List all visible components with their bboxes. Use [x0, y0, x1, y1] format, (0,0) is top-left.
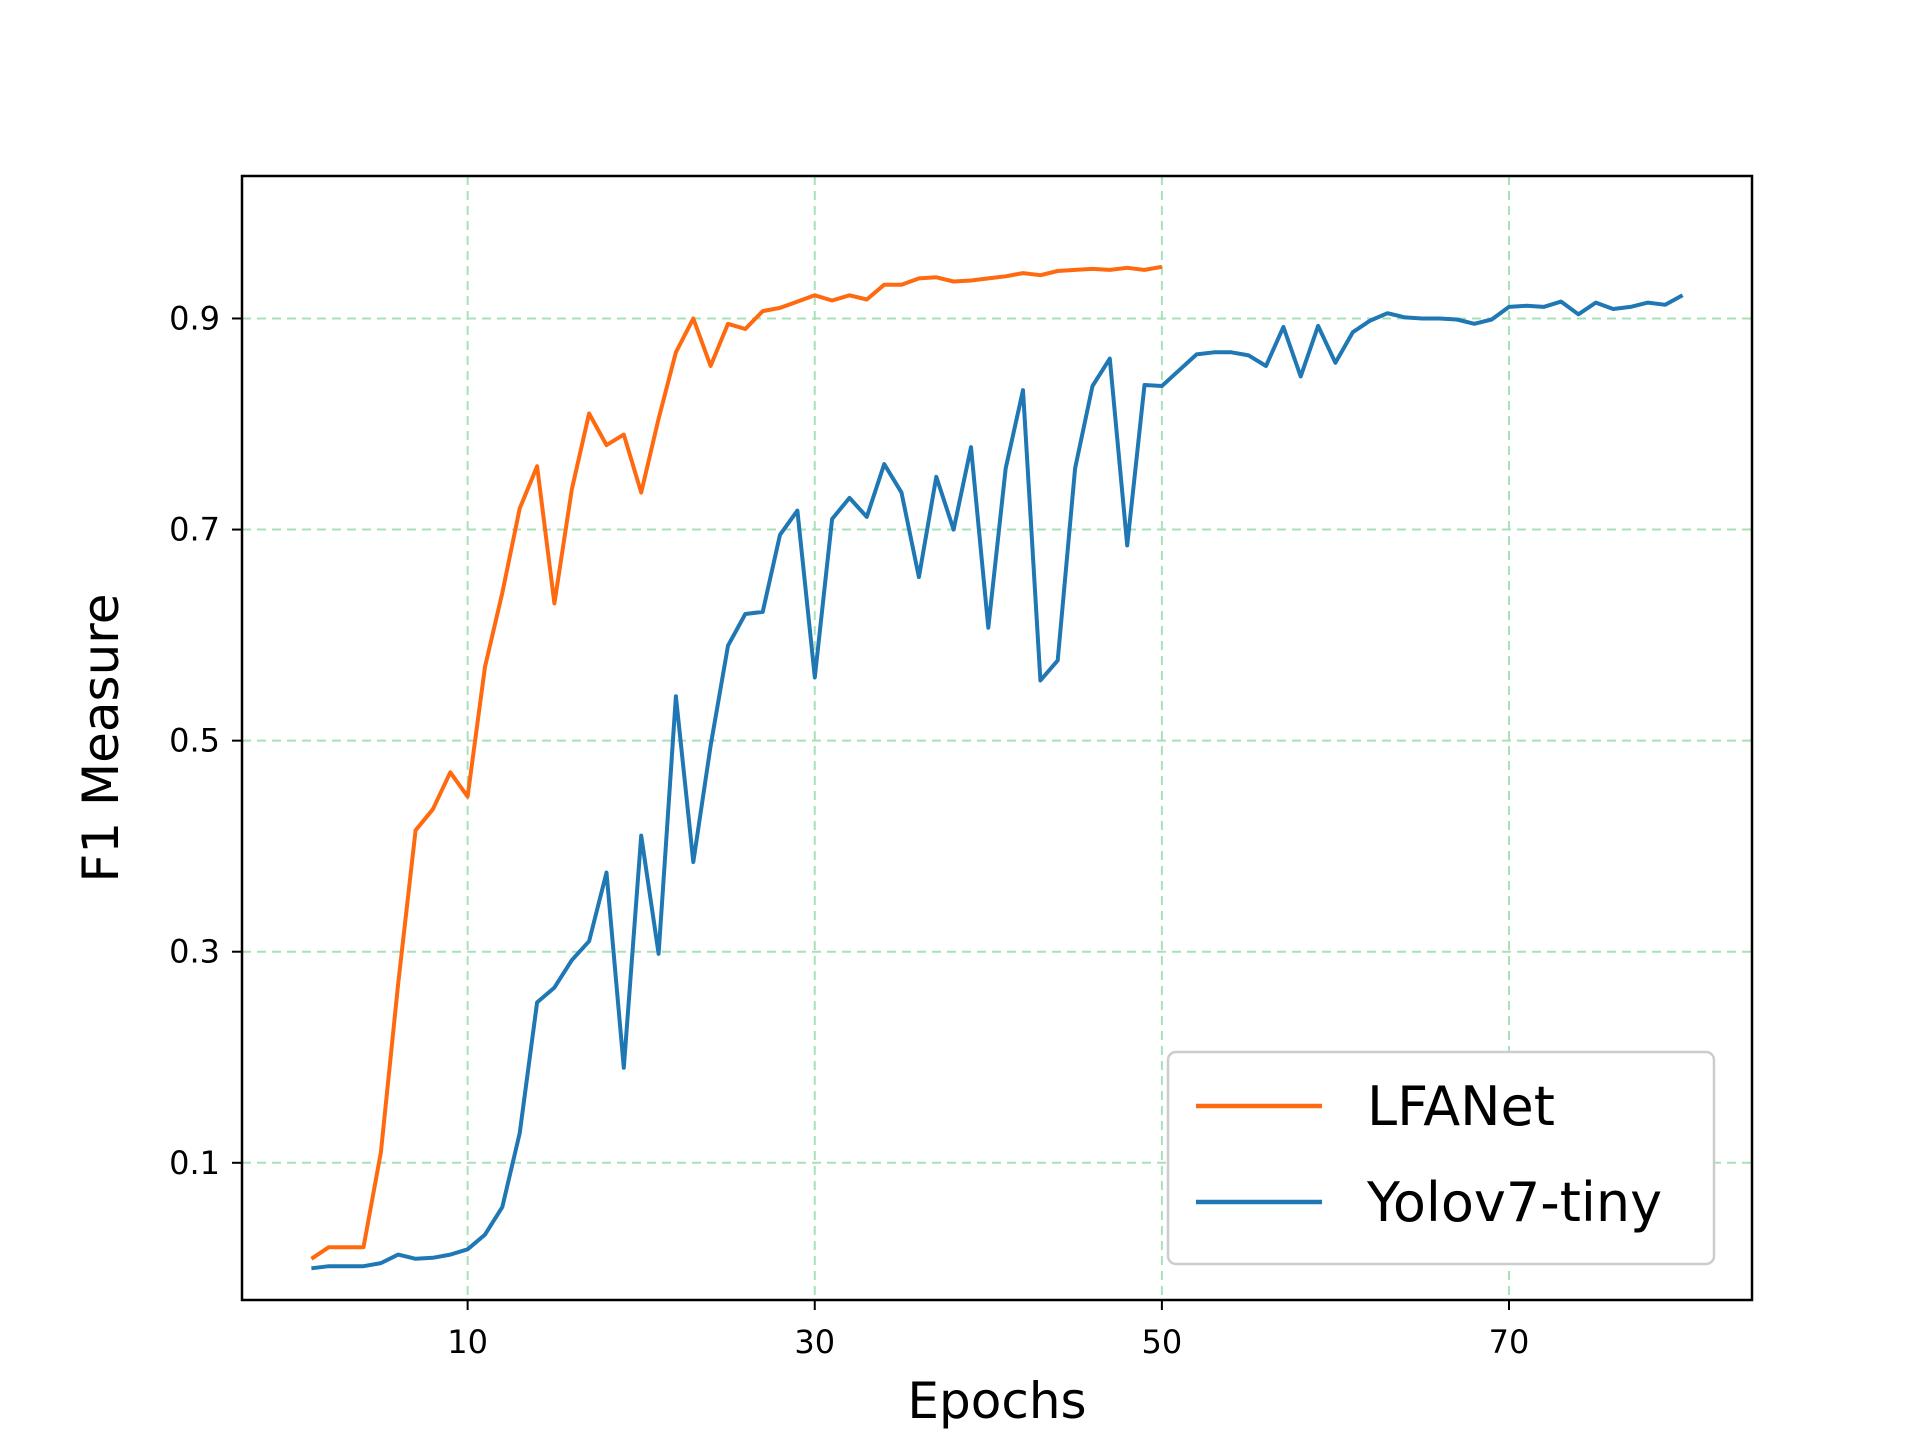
x-tick-label: 10 [447, 1323, 488, 1361]
legend-label-lfanet: LFANet [1367, 1075, 1555, 1138]
plot-frame [240, 174, 1754, 1302]
legend-label-yolov7-tiny: Yolov7-tiny [1366, 1171, 1662, 1234]
x-tick-label: 70 [1489, 1323, 1530, 1361]
y-tick-label: 0.9 [169, 299, 220, 337]
legend: LFANet Yolov7-tiny [1166, 1050, 1716, 1266]
y-tick-label: 0.7 [169, 511, 220, 549]
series-lines [310, 264, 1684, 1271]
y-axis-title: F1 Measure [72, 594, 130, 883]
series-line-lfanet [310, 264, 1163, 1261]
x-axis-title: Epochs [907, 1372, 1086, 1430]
y-tick-label: 0.5 [169, 722, 220, 760]
y-tick-label: 0.1 [169, 1144, 220, 1182]
series-line-yolov7-tiny [311, 293, 1684, 1271]
tick-labels: 10 30 50 70 0.1 0.3 0.5 0.7 0.9 [169, 299, 1529, 1361]
grid-lines [242, 176, 1752, 1300]
x-tick-label: 30 [794, 1323, 835, 1361]
x-tick-label: 50 [1142, 1323, 1183, 1361]
y-tick-label: 0.3 [169, 933, 220, 971]
tick-marks [232, 317, 1511, 1310]
